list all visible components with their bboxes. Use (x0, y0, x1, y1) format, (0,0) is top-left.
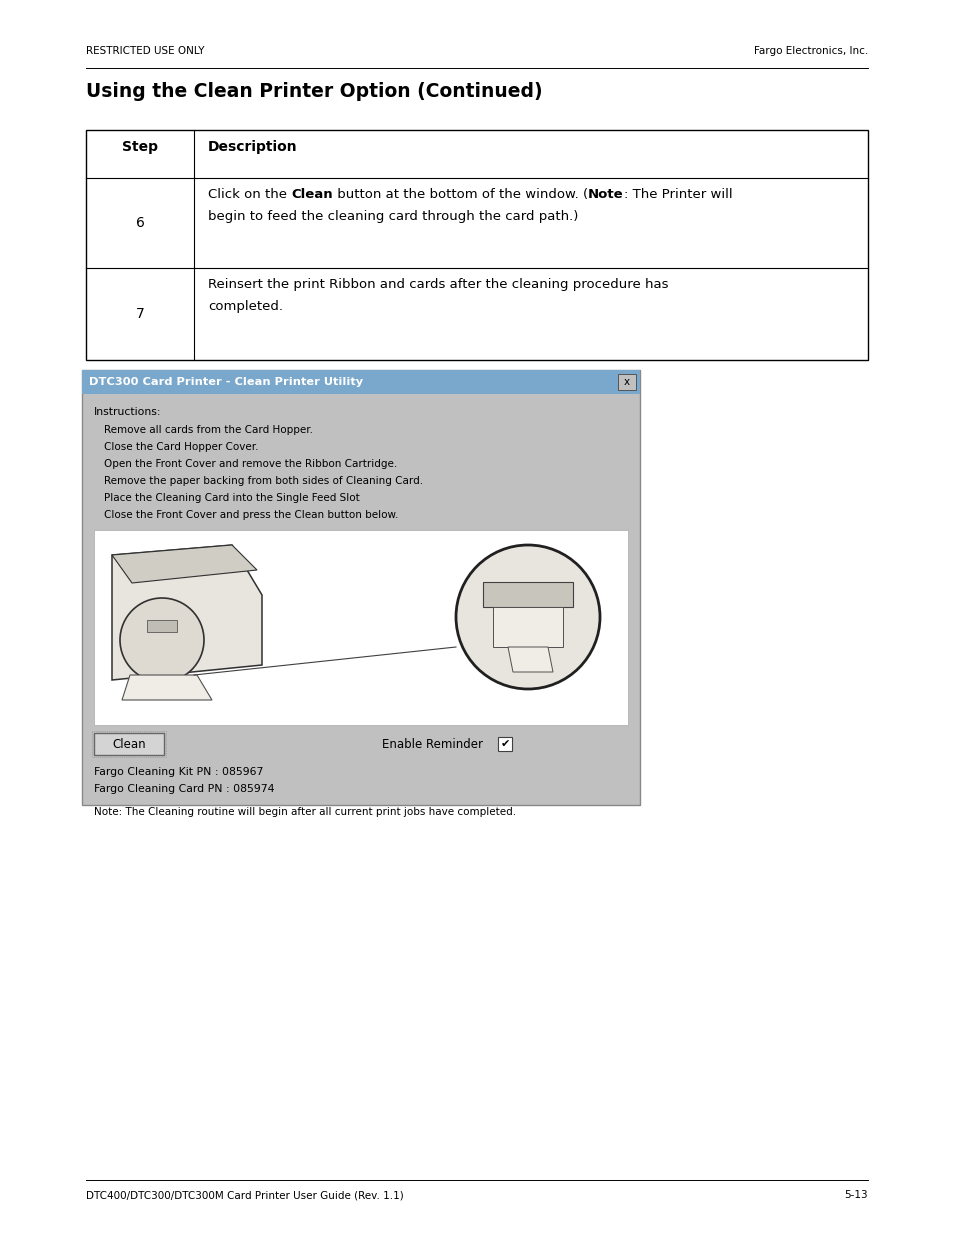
Bar (493, 606, 562, 647)
Text: RESTRICTED USE ONLY: RESTRICTED USE ONLY (86, 46, 204, 56)
Polygon shape (112, 545, 256, 583)
Text: Close the Front Cover and press the Clean button below.: Close the Front Cover and press the Clea… (104, 510, 398, 520)
Polygon shape (122, 676, 212, 700)
Text: Fargo Cleaning Card PN : 085974: Fargo Cleaning Card PN : 085974 (94, 784, 274, 794)
Text: button at the bottom of the window. (: button at the bottom of the window. ( (333, 188, 587, 201)
Text: begin to feed the cleaning card through the card path.): begin to feed the cleaning card through … (208, 210, 578, 224)
Bar (497, 737, 512, 751)
Text: Remove all cards from the Card Hopper.: Remove all cards from the Card Hopper. (104, 425, 313, 435)
Text: Remove the paper backing from both sides of Cleaning Card.: Remove the paper backing from both sides… (104, 475, 423, 487)
Text: Clean: Clean (112, 737, 146, 751)
Text: Clean: Clean (291, 188, 333, 201)
Text: x: x (623, 377, 629, 387)
Text: Description: Description (208, 140, 297, 154)
Text: Using the Clean Printer Option (Continued): Using the Clean Printer Option (Continue… (86, 82, 542, 101)
Text: ✔: ✔ (499, 739, 509, 748)
Text: Open the Front Cover and remove the Ribbon Cartridge.: Open the Front Cover and remove the Ribb… (104, 459, 396, 469)
Text: Instructions:: Instructions: (94, 408, 161, 417)
Polygon shape (507, 647, 553, 672)
Bar (147, 620, 177, 632)
Text: 7: 7 (135, 308, 144, 321)
Text: 5-13: 5-13 (843, 1191, 867, 1200)
Text: Close the Card Hopper Cover.: Close the Card Hopper Cover. (104, 442, 258, 452)
Circle shape (120, 598, 204, 682)
Circle shape (456, 545, 599, 689)
Text: DTC300 Card Printer - Clean Printer Utility: DTC300 Card Printer - Clean Printer Util… (89, 377, 363, 387)
Bar (86, 130, 867, 359)
Text: Fargo Cleaning Kit PN : 085967: Fargo Cleaning Kit PN : 085967 (94, 767, 263, 777)
Text: Click on the: Click on the (208, 188, 291, 201)
Bar (618, 374, 636, 390)
Text: Note: Note (587, 188, 623, 201)
Text: Note: The Cleaning routine will begin after all current print jobs have complete: Note: The Cleaning routine will begin af… (94, 806, 516, 818)
Bar (91, 731, 166, 757)
Text: : The Printer will: : The Printer will (623, 188, 732, 201)
Bar (82, 370, 639, 394)
Bar (94, 734, 164, 755)
Text: Enable Reminder: Enable Reminder (381, 737, 486, 751)
Text: DTC400/DTC300/DTC300M Card Printer User Guide (Rev. 1.1): DTC400/DTC300/DTC300M Card Printer User … (86, 1191, 403, 1200)
Bar (94, 530, 627, 725)
Text: Place the Cleaning Card into the Single Feed Slot: Place the Cleaning Card into the Single … (104, 493, 359, 503)
Text: Fargo Electronics, Inc.: Fargo Electronics, Inc. (753, 46, 867, 56)
Text: 6: 6 (135, 216, 144, 230)
Bar (482, 582, 573, 606)
Text: Step: Step (122, 140, 158, 154)
Bar (82, 370, 639, 805)
Polygon shape (112, 545, 262, 680)
Text: Reinsert the print Ribbon and cards after the cleaning procedure has: Reinsert the print Ribbon and cards afte… (208, 278, 668, 291)
Text: completed.: completed. (208, 300, 283, 312)
